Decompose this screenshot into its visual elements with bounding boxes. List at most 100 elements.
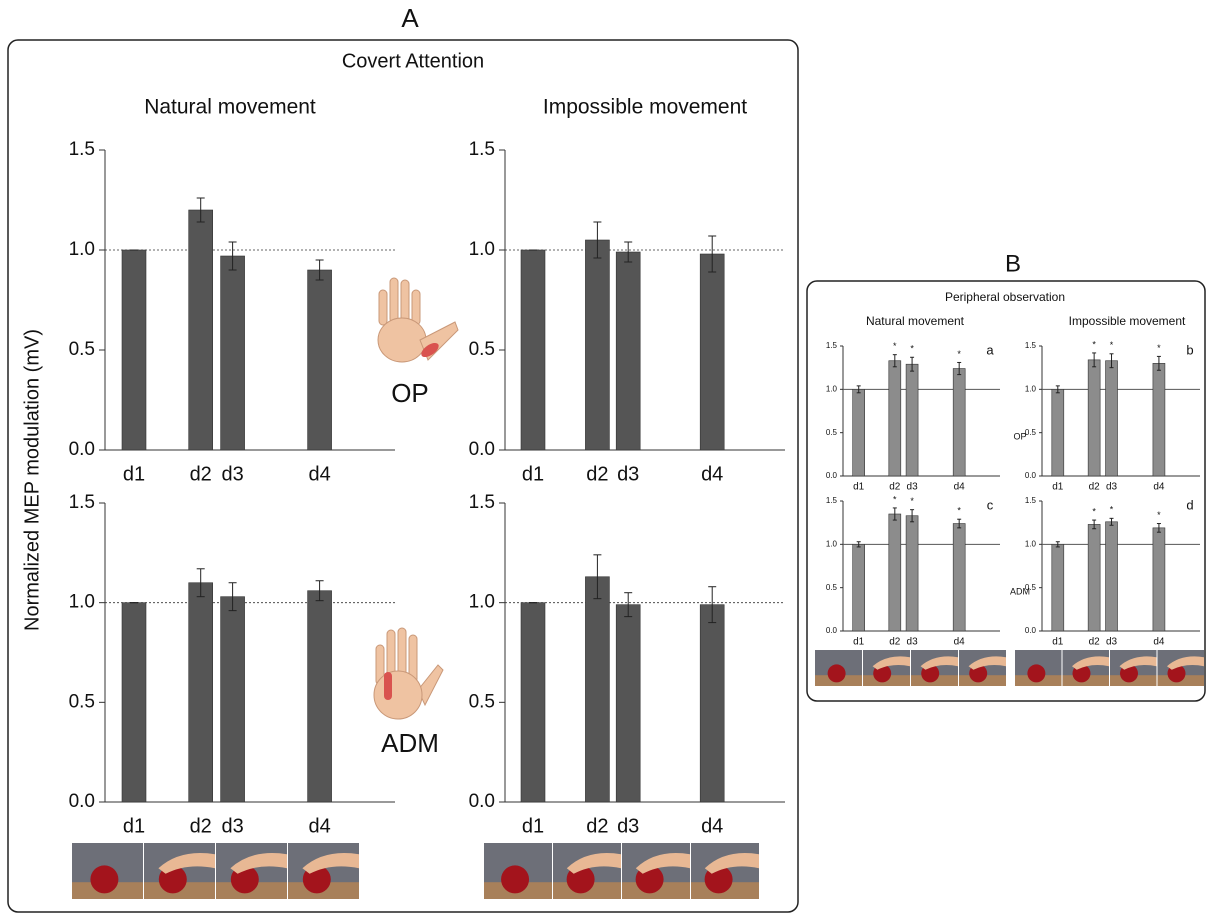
y-tick-label: 1.5 xyxy=(1025,341,1037,350)
x-tick-label: d2 xyxy=(190,815,212,837)
bar xyxy=(122,603,146,802)
bar xyxy=(700,605,724,802)
significance-marker: * xyxy=(1092,339,1096,349)
significance-marker: * xyxy=(910,496,914,506)
y-tick-label: 0.0 xyxy=(69,439,95,460)
significance-marker: * xyxy=(1092,506,1096,516)
bar xyxy=(616,605,640,802)
x-tick-label: d4 xyxy=(954,482,966,493)
photo-ball xyxy=(828,664,846,682)
significance-marker: * xyxy=(893,494,897,504)
y-axis-label: Normalized MEP modulation (mV) xyxy=(21,329,43,631)
x-tick-label: d3 xyxy=(907,637,919,648)
x-tick-label: d3 xyxy=(907,482,919,493)
bar xyxy=(308,270,332,450)
y-tick-label: 1.0 xyxy=(1025,384,1037,393)
bar xyxy=(1052,544,1064,631)
y-tick-label: 1.0 xyxy=(469,592,495,613)
bar xyxy=(1106,361,1118,476)
x-tick-label: d2 xyxy=(889,637,901,648)
chart-letter: c xyxy=(987,497,994,512)
bar xyxy=(953,369,965,476)
chart-letter: a xyxy=(986,342,994,357)
x-tick-label: d3 xyxy=(1106,637,1118,648)
significance-marker: * xyxy=(1157,510,1161,520)
x-tick-label: d2 xyxy=(1089,482,1101,493)
x-tick-label: d1 xyxy=(1052,482,1064,493)
y-tick-label: 1.5 xyxy=(826,496,838,505)
column-title: Impossible movement xyxy=(1069,314,1186,328)
bar xyxy=(221,597,245,802)
x-tick-label: d3 xyxy=(617,815,639,837)
bar xyxy=(906,516,918,631)
significance-marker: * xyxy=(957,506,961,516)
bar xyxy=(521,250,545,450)
bar xyxy=(1153,528,1165,631)
bar xyxy=(953,524,965,631)
chart-letter: b xyxy=(1186,342,1193,357)
x-tick-label: d1 xyxy=(123,815,145,837)
significance-marker: * xyxy=(957,349,961,359)
y-tick-label: 1.5 xyxy=(69,139,95,160)
x-tick-label: d4 xyxy=(1153,482,1165,493)
y-tick-label: 0.0 xyxy=(69,791,95,812)
x-tick-label: d4 xyxy=(701,463,723,485)
significance-marker: * xyxy=(893,341,897,351)
y-tick-label: 1.5 xyxy=(826,341,838,350)
bar xyxy=(700,254,724,450)
panel-title: Covert Attention xyxy=(342,50,484,72)
y-tick-label: 1.0 xyxy=(1025,539,1037,548)
x-tick-label: d3 xyxy=(617,463,639,485)
panel-letter: B xyxy=(1005,250,1021,277)
x-tick-label: d2 xyxy=(190,463,212,485)
y-tick-label: 1.0 xyxy=(69,592,95,613)
y-tick-label: 0.5 xyxy=(69,691,95,712)
x-tick-label: d2 xyxy=(1089,637,1101,648)
significance-marker: * xyxy=(910,344,914,354)
photo-ball xyxy=(90,865,118,893)
x-tick-label: d4 xyxy=(308,815,330,837)
panel-b-frame xyxy=(807,281,1205,701)
y-tick-label: 0.0 xyxy=(1025,626,1037,635)
bar xyxy=(585,240,609,450)
x-tick-label: d4 xyxy=(701,815,723,837)
y-tick-label: 1.0 xyxy=(69,239,95,260)
bar xyxy=(853,389,865,476)
bar xyxy=(1088,360,1100,476)
x-tick-label: d4 xyxy=(1153,637,1165,648)
y-tick-label: 1.0 xyxy=(826,539,838,548)
y-tick-label: 1.0 xyxy=(826,384,838,393)
bar xyxy=(616,252,640,450)
y-tick-label: 0.5 xyxy=(1025,428,1037,437)
column-title: Impossible movement xyxy=(543,96,747,119)
bar xyxy=(122,250,146,450)
y-tick-label: 0.5 xyxy=(69,339,95,360)
bar xyxy=(1153,363,1165,476)
x-tick-label: d2 xyxy=(586,815,608,837)
significance-marker: * xyxy=(1110,505,1114,515)
figure: A Covert Attention Natural movement Impo… xyxy=(0,0,1210,918)
bar xyxy=(1106,522,1118,631)
y-tick-label: 0.5 xyxy=(469,691,495,712)
y-tick-label: 1.0 xyxy=(469,239,495,260)
y-tick-label: 1.5 xyxy=(469,139,495,160)
y-tick-label: 1.5 xyxy=(469,492,495,513)
x-tick-label: d3 xyxy=(1106,482,1118,493)
y-tick-label: 1.5 xyxy=(1025,496,1037,505)
x-tick-label: d4 xyxy=(954,637,966,648)
photo-ball xyxy=(501,865,529,893)
x-tick-label: d1 xyxy=(522,463,544,485)
x-tick-label: d2 xyxy=(586,463,608,485)
bar xyxy=(585,577,609,802)
x-tick-label: d1 xyxy=(853,482,865,493)
y-tick-label: 0.5 xyxy=(1025,583,1037,592)
y-tick-label: 0.0 xyxy=(469,791,495,812)
x-tick-label: d1 xyxy=(853,637,865,648)
y-tick-label: 0.0 xyxy=(826,471,838,480)
hand-icon xyxy=(374,628,443,719)
panel-title: Peripheral observation xyxy=(945,290,1065,304)
y-tick-label: 0.0 xyxy=(469,439,495,460)
y-tick-label: 0.5 xyxy=(469,339,495,360)
chart-letter: d xyxy=(1186,497,1193,512)
column-title: Natural movement xyxy=(866,314,965,328)
